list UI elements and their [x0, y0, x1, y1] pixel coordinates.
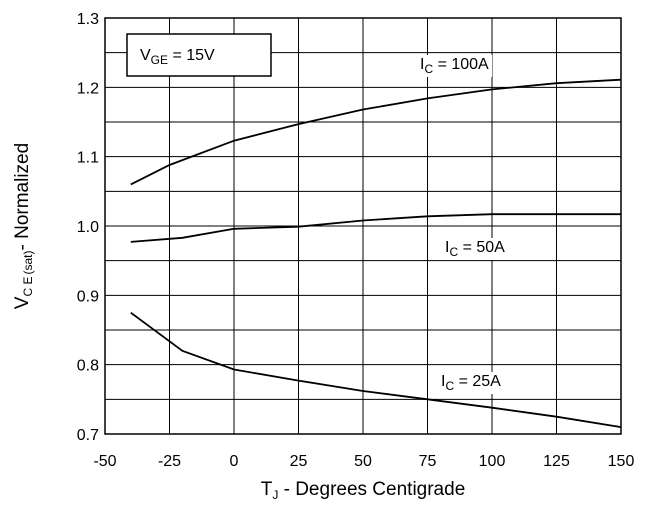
condition-box: VGE = 15V: [126, 33, 272, 77]
y-tick-label: 1.0: [77, 219, 99, 236]
series-label-25a-rest: = 25A: [454, 373, 501, 390]
y-axis-title-main: V: [12, 296, 33, 309]
x-tick-label: 150: [608, 453, 635, 470]
series-label-50a-sub: C: [449, 245, 458, 259]
y-axis-title-rest: - Normalized: [12, 143, 33, 251]
series-label-50a-main: I: [445, 239, 449, 256]
series-label-25a-main: I: [441, 373, 445, 390]
y-tick-label: 0.9: [77, 288, 99, 305]
y-tick-label: 0.7: [77, 427, 99, 444]
series-label-100a-rest: = 100A: [433, 56, 489, 73]
y-axis-title-sub1: C E: [21, 277, 35, 297]
x-tick-label: 75: [419, 453, 437, 470]
series-label-25a-sub: C: [445, 379, 454, 393]
y-tick-label: 1.2: [77, 80, 99, 97]
ticks-layer: 0.7 0.8 0.9 1.0 1.1 1.2 1.3 -50 -25 0 25 50 75 100 125…: [77, 11, 635, 470]
grid-layer: [105, 18, 621, 434]
plot-frame: [104, 17, 622, 435]
series-label-100a-main: I: [420, 56, 424, 73]
condition-box-main: V: [140, 47, 151, 64]
x-tick-label: -25: [158, 453, 181, 470]
y-tick-label: 0.8: [77, 358, 99, 375]
x-tick-label: -50: [93, 453, 116, 470]
y-tick-label: 1.1: [77, 150, 99, 167]
condition-box-sub: GE: [151, 53, 168, 67]
series-label-25a: IC = 25A: [441, 373, 501, 393]
series-line-25a: [130, 311, 622, 428]
y-axis-title: VC E (sat)- Normalized: [12, 143, 35, 309]
x-tick-label: 25: [290, 453, 308, 470]
series-layer: [130, 78, 622, 428]
series-label-background: [417, 55, 493, 77]
condition-box-rest: = 15V: [168, 47, 215, 64]
series-line-100a: [130, 78, 622, 186]
series-line-50a: [130, 213, 621, 243]
series-label-background: [442, 238, 509, 260]
x-tick-label: 0: [230, 453, 239, 470]
series-labels: IC = 100A IC = 50A IC = 25A: [417, 55, 509, 394]
condition-box-label: VGE = 15V: [140, 47, 215, 67]
series-label-50a: IC = 50A: [445, 239, 505, 259]
condition-box-frame: [126, 33, 272, 77]
x-axis-title: TJ - Degrees Centigrade: [261, 479, 466, 502]
x-axis-title-main: T: [261, 479, 273, 500]
x-axis-title-rest: - Degrees Centigrade: [278, 479, 465, 500]
y-axis-title-sub2: (sat): [21, 250, 35, 274]
x-tick-label: 100: [479, 453, 506, 470]
series-label-50a-rest: = 50A: [458, 239, 505, 256]
series-label-background: [438, 372, 505, 394]
y-tick-label: 1.3: [77, 11, 99, 28]
series-label-100a-sub: C: [424, 62, 433, 76]
series-label-100a: IC = 100A: [420, 56, 489, 76]
x-tick-label: 50: [354, 453, 372, 470]
x-axis-title-sub: J: [272, 488, 278, 502]
x-tick-label: 125: [543, 453, 570, 470]
